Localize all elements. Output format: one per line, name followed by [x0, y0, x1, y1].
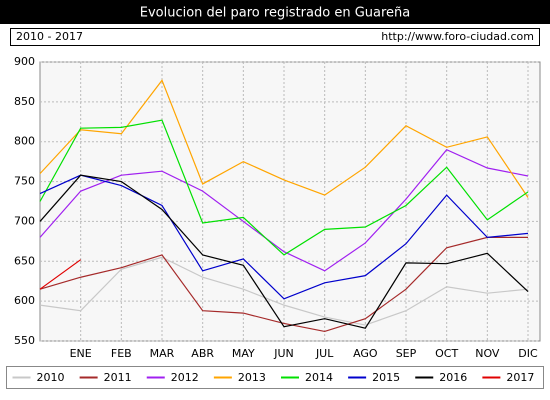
title-bar [0, 0, 550, 24]
x-tick-label: MAY [232, 347, 255, 360]
legend-label: 2017 [506, 371, 534, 384]
series-line [39, 174, 529, 329]
y-tick-label: 650 [14, 254, 35, 267]
source: http://www.foro-ciudad.com [381, 30, 534, 43]
y-tick-label: 850 [14, 95, 35, 108]
x-tick-label: ABR [191, 347, 214, 360]
y-tick-label: 600 [14, 294, 35, 307]
series-line [39, 79, 529, 198]
x-tick-label: DIC [518, 347, 538, 360]
y-tick-label: 750 [14, 175, 35, 188]
legend-label: 2014 [305, 371, 333, 384]
plot-area [39, 61, 541, 342]
x-tick-label: AGO [353, 347, 378, 360]
subtitle-box [10, 28, 540, 46]
subtitle: 2010 - 2017 [16, 30, 83, 43]
y-tick-label: 800 [14, 135, 35, 148]
series-line [39, 256, 529, 326]
legend-label: 2012 [171, 371, 199, 384]
y-tick-label: 900 [14, 55, 35, 68]
x-tick-label: NOV [475, 347, 500, 360]
x-tick-label: ENE [70, 347, 92, 360]
y-tick-label: 700 [14, 214, 35, 227]
series-line [39, 259, 82, 290]
legend-label: 2013 [238, 371, 266, 384]
series-line [39, 119, 529, 256]
x-tick-label: OCT [435, 347, 458, 360]
x-tick-label: JUN [273, 347, 294, 360]
x-tick-label: SEP [396, 347, 417, 360]
legend-label: 2011 [104, 371, 132, 384]
legend-label: 2016 [439, 371, 467, 384]
x-tick-label: JUL [315, 347, 334, 360]
legend-box [6, 366, 544, 389]
series-line [39, 174, 529, 300]
series-line [39, 236, 528, 333]
series-line [39, 148, 529, 272]
y-tick-label: 550 [14, 334, 35, 347]
legend-label: 2010 [37, 371, 65, 384]
x-tick-label: MAR [150, 347, 175, 360]
chart-title: Evolucion del paro registrado en Guareña [140, 6, 411, 21]
legend-label: 2015 [372, 371, 400, 384]
x-tick-label: FEB [111, 347, 132, 360]
